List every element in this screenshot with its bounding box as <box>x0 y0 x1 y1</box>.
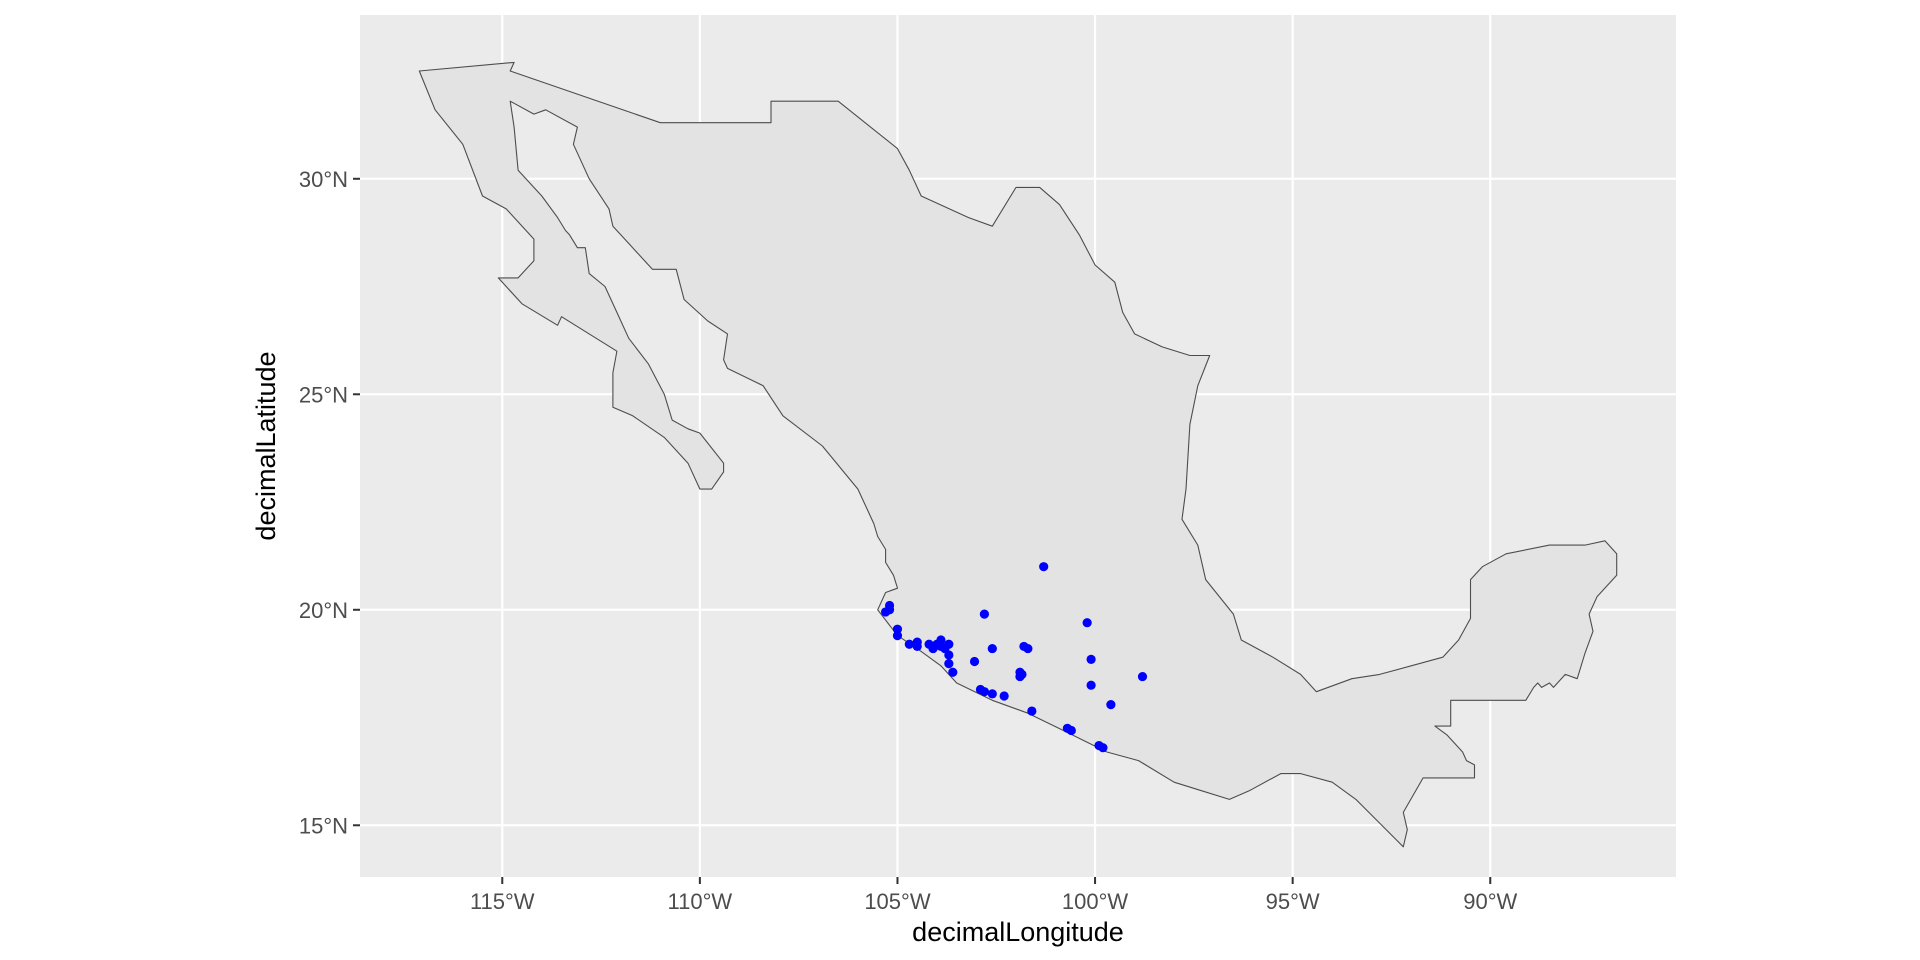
x-tick-label: 105°W <box>864 889 931 914</box>
data-point <box>936 635 946 645</box>
data-point <box>944 639 954 649</box>
data-point <box>892 624 903 634</box>
data-point <box>1066 725 1076 736</box>
y-tick-label: 30°N <box>299 167 348 192</box>
data-point <box>904 639 914 649</box>
data-point <box>1039 562 1049 572</box>
x-tick-label: 110°W <box>668 889 733 914</box>
data-point <box>1086 680 1096 690</box>
data-point <box>1106 700 1116 710</box>
x-axis-title: decimalLongitude <box>912 917 1124 947</box>
data-point <box>1023 643 1033 654</box>
y-axis-title: decimalLatitude <box>251 351 281 540</box>
data-point <box>944 650 954 660</box>
x-tick-label: 100°W <box>1062 889 1129 914</box>
y-tick-label: 25°N <box>299 382 348 407</box>
occurrence-points <box>881 562 1148 753</box>
data-point <box>944 659 954 669</box>
data-point <box>1027 706 1037 716</box>
data-point <box>892 631 903 641</box>
data-point <box>1137 671 1148 682</box>
x-tick-label: 95°W <box>1266 889 1320 914</box>
data-point <box>1098 743 1108 753</box>
x-tick-label: 90°W <box>1463 889 1517 914</box>
mexico-outline <box>418 61 1618 848</box>
y-tick-label: 15°N <box>299 813 348 838</box>
data-point <box>987 643 997 654</box>
x-tick-label: 115°W <box>470 889 535 914</box>
data-point <box>948 667 958 677</box>
data-point <box>999 691 1009 701</box>
data-point <box>979 687 990 697</box>
y-tick-label: 20°N <box>299 598 348 623</box>
data-point <box>1082 618 1092 628</box>
data-point <box>912 641 922 652</box>
data-point <box>881 607 891 617</box>
data-point <box>928 643 938 654</box>
axes: 115°W 110°W 105°W 100°W 95°W 90°W 15°N 20°N 25°N… <box>299 167 1518 914</box>
data-point <box>1017 669 1027 680</box>
data-point <box>1086 654 1096 664</box>
data-point <box>979 609 990 619</box>
data-point <box>969 656 980 667</box>
data-point <box>987 689 997 699</box>
